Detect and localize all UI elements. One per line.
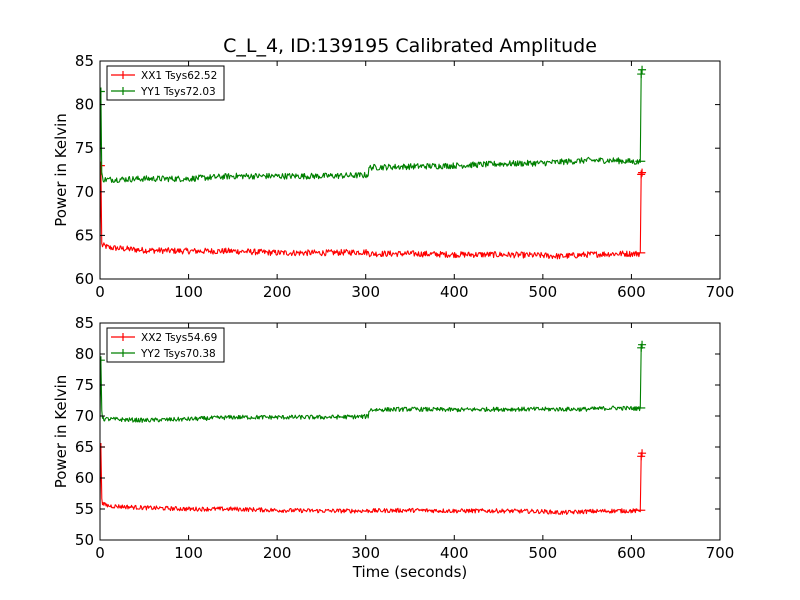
series-marker-yy1: [638, 65, 647, 74]
series-line-xx2: [100, 446, 643, 515]
legend-box: [106, 327, 225, 363]
series-marker-yy2: [638, 340, 647, 349]
x-tick-label: 200: [263, 283, 292, 301]
legend-0: XX1 Tsys62.52 YY1 Tsys72.03: [106, 65, 225, 101]
x-tick-label: 300: [351, 283, 380, 301]
y-tick-label: 85: [75, 52, 94, 70]
x-tick-label: 600: [617, 283, 646, 301]
y-tick-label: 70: [75, 407, 94, 425]
series-marker-xx1: [638, 168, 647, 177]
x-tick-label: 500: [529, 283, 558, 301]
y-tick-label: 65: [75, 438, 94, 456]
series-marker-xx1: [637, 170, 646, 179]
y-tick-label: 80: [75, 96, 94, 114]
x-tick-label: 500: [529, 544, 558, 562]
series-marker-yy2: [100, 356, 105, 365]
y-tick-label: 55: [75, 500, 94, 518]
figure-title: C_L_4, ID:139195 Calibrated Amplitude: [223, 35, 597, 57]
series-marker-yy1: [100, 87, 105, 96]
y-tick-label: 50: [75, 531, 94, 549]
x-tick-label: 300: [351, 544, 380, 562]
y-tick-label: 60: [75, 270, 94, 288]
x-axis-label: Time (seconds): [352, 563, 468, 581]
top-plot-panel: 0 100 200 300 400 500 600 700 60 65 70 75 80 85 Power …: [52, 52, 734, 301]
x-tick-label: 400: [440, 283, 469, 301]
y-tick-label: 65: [75, 226, 94, 244]
y-tick-label: 60: [75, 469, 94, 487]
axes-frame-1: [99, 322, 721, 541]
x-tick-label: 0: [95, 283, 105, 301]
series-line-xx1: [100, 165, 643, 260]
y-tick-label: 70: [75, 183, 94, 201]
x-tick-label: 400: [440, 544, 469, 562]
series-marker-xx1: [100, 161, 105, 170]
x-tick-label: 100: [174, 283, 203, 301]
series-marker-xx2: [638, 449, 647, 458]
y-tick-label: 75: [75, 376, 94, 394]
y-tick-label: 85: [75, 314, 94, 332]
legend-label: XX1 Tsys62.52: [141, 70, 217, 82]
legend-label: XX2 Tsys54.69: [141, 332, 217, 344]
plot-area-0: [100, 65, 647, 260]
bottom-plot-panel: 0 100 200 300 400 500 600 700 50 55 60 65 70 75 80 85 Po…: [52, 314, 734, 581]
legend-1: XX2 Tsys54.69 YY2 Tsys70.38: [106, 327, 225, 363]
y-axis-label: Power in Kelvin: [52, 375, 70, 489]
series-line-yy2: [100, 344, 643, 423]
y-axis-label: Power in Kelvin: [52, 113, 70, 227]
legend-box: [106, 65, 225, 101]
y-tick-label: 80: [75, 345, 94, 363]
x-tick-label: 100: [174, 544, 203, 562]
series-line-yy1: [100, 69, 643, 183]
x-tick-label: 0: [95, 544, 105, 562]
x-tick-label: 700: [706, 544, 735, 562]
axes-frame-0: [99, 60, 721, 280]
x-tick-label: 200: [263, 544, 292, 562]
y-tick-label: 75: [75, 139, 94, 157]
x-tick-label: 700: [706, 283, 735, 301]
x-tick-label: 600: [617, 544, 646, 562]
legend-label: YY1 Tsys72.03: [140, 86, 216, 98]
series-marker-yy1: [637, 70, 646, 79]
legend-label: YY2 Tsys70.38: [140, 348, 216, 360]
